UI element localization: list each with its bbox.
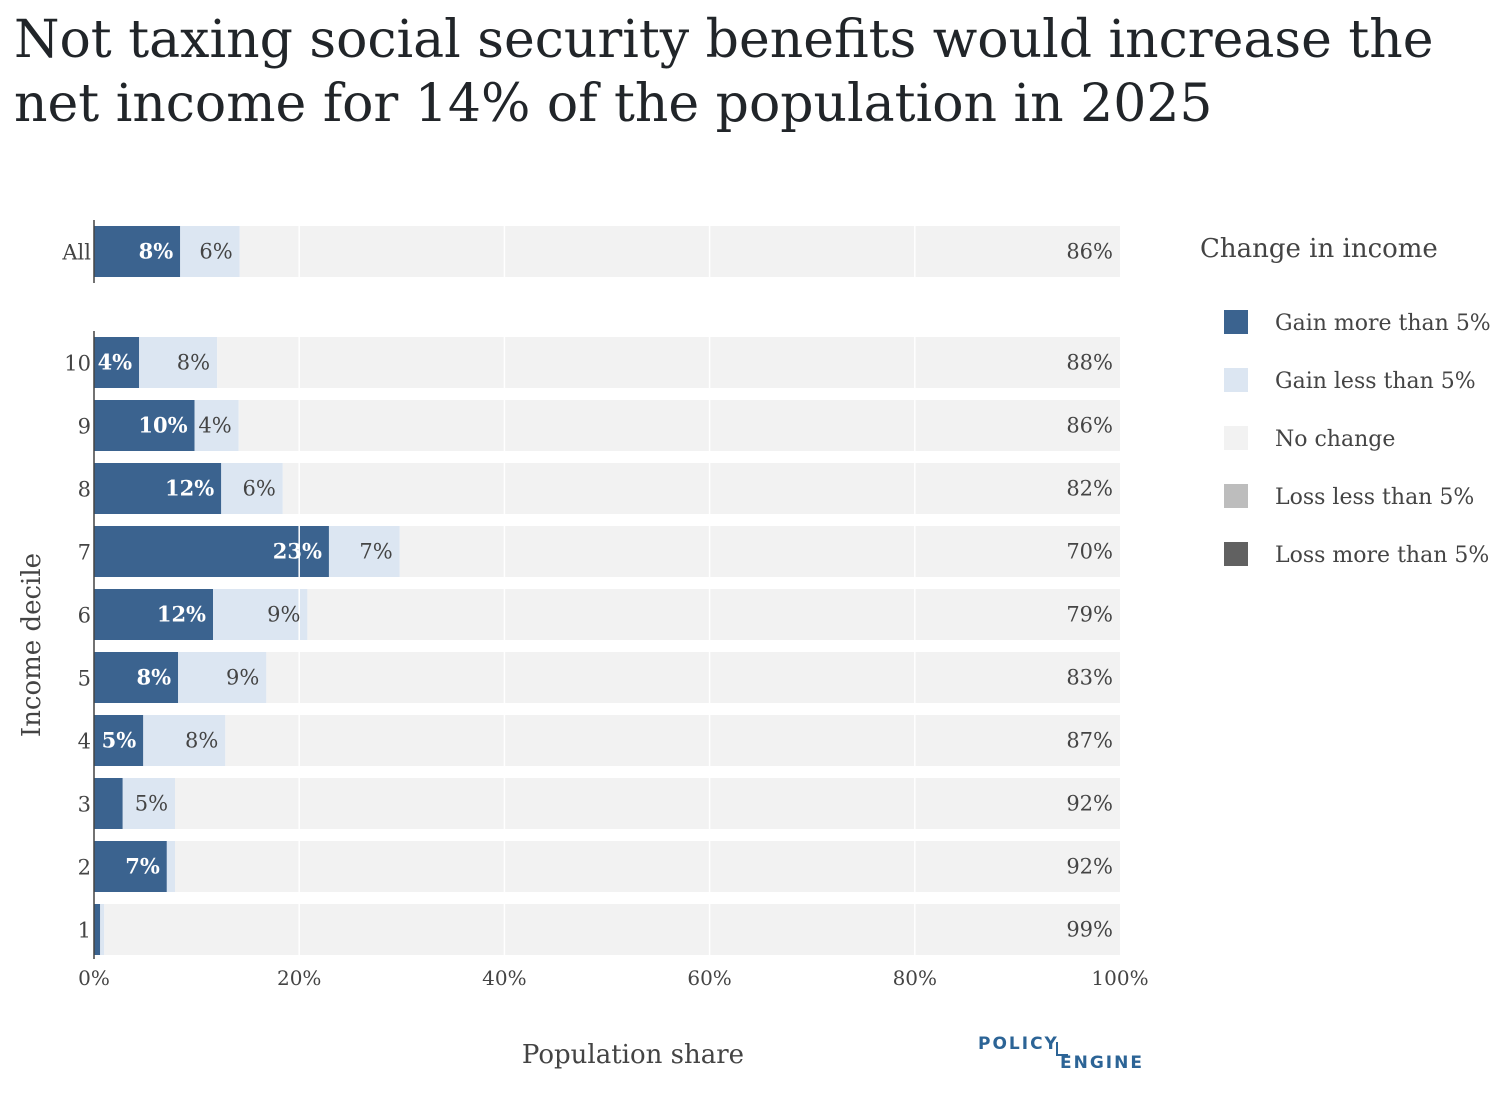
bar-no-change-all bbox=[239, 226, 1120, 277]
chart-title: Not taxing social security benefits woul… bbox=[14, 10, 1434, 134]
legend-title: Change in income bbox=[1200, 234, 1438, 264]
legend-swatch bbox=[1224, 484, 1248, 508]
bar-label: 92% bbox=[1066, 855, 1113, 879]
bar-label: 79% bbox=[1066, 603, 1113, 627]
bar-label: 86% bbox=[1066, 240, 1113, 264]
bar-label: 83% bbox=[1066, 666, 1113, 690]
legend-entry: Gain more than 5% bbox=[1275, 311, 1491, 336]
bar-gain-more-than-5--decile-6 bbox=[94, 589, 214, 640]
x-axis-title: Population share bbox=[522, 1040, 744, 1070]
y-tick-label: All bbox=[61, 241, 91, 265]
bar-gain-more-than-5--decile-4 bbox=[94, 715, 144, 766]
bar-label: 7% bbox=[359, 540, 392, 564]
y-tick-label: 1 bbox=[78, 919, 91, 943]
y-tick-label: 9 bbox=[78, 415, 91, 439]
bar-gain-less-than-5--decile-10 bbox=[139, 337, 218, 388]
bar-gain-more-than-5--all bbox=[94, 226, 181, 277]
y-tick-label: 5 bbox=[78, 667, 91, 691]
bar-no-change-decile-8 bbox=[282, 463, 1120, 514]
bar-gain-more-than-5--decile-2 bbox=[94, 841, 167, 892]
bar-gain-less-than-5--decile-8 bbox=[221, 463, 283, 514]
policyengine-logo[interactable]: POLICY ENGINE bbox=[978, 1034, 1148, 1078]
bar-label: 8% bbox=[139, 239, 174, 264]
bar-label: 8% bbox=[185, 729, 218, 753]
x-tick-label: 0% bbox=[78, 966, 110, 990]
bar-label: 12% bbox=[165, 476, 214, 501]
bar-gain-more-than-5--decile-10 bbox=[94, 337, 140, 388]
bar-gain-more-than-5--decile-1 bbox=[94, 904, 101, 955]
bar-gain-more-than-5--decile-5 bbox=[94, 652, 179, 703]
bar-label: 7% bbox=[125, 854, 160, 879]
legend-swatch bbox=[1224, 426, 1248, 450]
bar-no-change-decile-5 bbox=[266, 652, 1120, 703]
bar-label: 88% bbox=[1066, 351, 1113, 375]
bar-label: 8% bbox=[137, 665, 172, 690]
y-tick-label: 4 bbox=[78, 730, 91, 754]
bar-label: 87% bbox=[1066, 729, 1113, 753]
y-tick-label: 2 bbox=[78, 856, 91, 880]
bar-label: 10% bbox=[138, 413, 187, 438]
y-axis-title: Income decile bbox=[17, 553, 47, 737]
logo-text-bottom: ENGINE bbox=[1060, 1053, 1144, 1073]
y-tick-label: 3 bbox=[78, 793, 91, 817]
y-tick-label: 6 bbox=[78, 604, 91, 628]
x-tick-label: 40% bbox=[482, 966, 526, 990]
bar-no-change-decile-2 bbox=[175, 841, 1120, 892]
bar-no-change-decile-3 bbox=[175, 778, 1120, 829]
bar-label: 9% bbox=[267, 603, 300, 627]
bar-gain-less-than-5--decile-7 bbox=[328, 526, 400, 577]
x-tick-label: 20% bbox=[277, 966, 321, 990]
bar-no-change-decile-7 bbox=[399, 526, 1120, 577]
bar-no-change-decile-6 bbox=[307, 589, 1121, 640]
bar-gain-less-than-5--all bbox=[180, 226, 240, 277]
bar-no-change-decile-9 bbox=[238, 400, 1120, 451]
bar-label: 8% bbox=[177, 351, 210, 375]
bar-gain-more-than-5--decile-3 bbox=[94, 778, 123, 829]
bar-label: 4% bbox=[98, 350, 133, 375]
bar-label: 6% bbox=[242, 477, 275, 501]
legend-swatch bbox=[1224, 542, 1248, 566]
bar-gain-more-than-5--decile-7 bbox=[94, 526, 329, 577]
bar-no-change-decile-4 bbox=[225, 715, 1120, 766]
legend-swatch bbox=[1224, 310, 1248, 334]
bar-label: 82% bbox=[1066, 477, 1113, 501]
legend-entry: Loss more than 5% bbox=[1275, 543, 1489, 568]
bar-label: 23% bbox=[273, 539, 322, 564]
bar-label: 5% bbox=[102, 728, 137, 753]
legend-entry: No change bbox=[1275, 427, 1395, 452]
bar-label: 70% bbox=[1066, 540, 1113, 564]
legend-entry: Gain less than 5% bbox=[1275, 369, 1476, 394]
bar-gain-more-than-5--decile-9 bbox=[94, 400, 195, 451]
bar-gain-less-than-5--decile-4 bbox=[143, 715, 226, 766]
bar-gain-less-than-5--decile-9 bbox=[194, 400, 239, 451]
bar-gain-less-than-5--decile-5 bbox=[178, 652, 267, 703]
x-tick-label: 80% bbox=[893, 966, 937, 990]
bar-label: 86% bbox=[1066, 414, 1113, 438]
legend-entry: Loss less than 5% bbox=[1275, 485, 1474, 510]
bar-gain-more-than-5--decile-8 bbox=[94, 463, 222, 514]
logo-text-top: POLICY bbox=[978, 1034, 1059, 1054]
bar-label: 92% bbox=[1066, 792, 1113, 816]
bar-gain-less-than-5--decile-3 bbox=[122, 778, 176, 829]
y-tick-label: 10 bbox=[64, 352, 91, 376]
bar-label: 12% bbox=[157, 602, 206, 627]
bar-label: 5% bbox=[135, 792, 168, 816]
bar-gain-less-than-5--decile-6 bbox=[213, 589, 308, 640]
logo-bracket bbox=[1056, 1042, 1068, 1056]
y-tick-label: 8 bbox=[78, 478, 91, 502]
bar-gain-less-than-5--decile-1 bbox=[100, 904, 105, 955]
bar-label: 6% bbox=[199, 240, 232, 264]
x-tick-label: 100% bbox=[1091, 966, 1148, 990]
legend-swatch bbox=[1224, 368, 1248, 392]
x-tick-label: 60% bbox=[687, 966, 731, 990]
bar-label: 4% bbox=[198, 414, 231, 438]
y-tick-label: 7 bbox=[78, 541, 91, 565]
bar-gain-less-than-5--decile-2 bbox=[166, 841, 176, 892]
bar-label: 99% bbox=[1066, 918, 1113, 942]
bar-no-change-decile-10 bbox=[217, 337, 1120, 388]
bar-label: 9% bbox=[226, 666, 259, 690]
bar-no-change-decile-1 bbox=[104, 904, 1120, 955]
